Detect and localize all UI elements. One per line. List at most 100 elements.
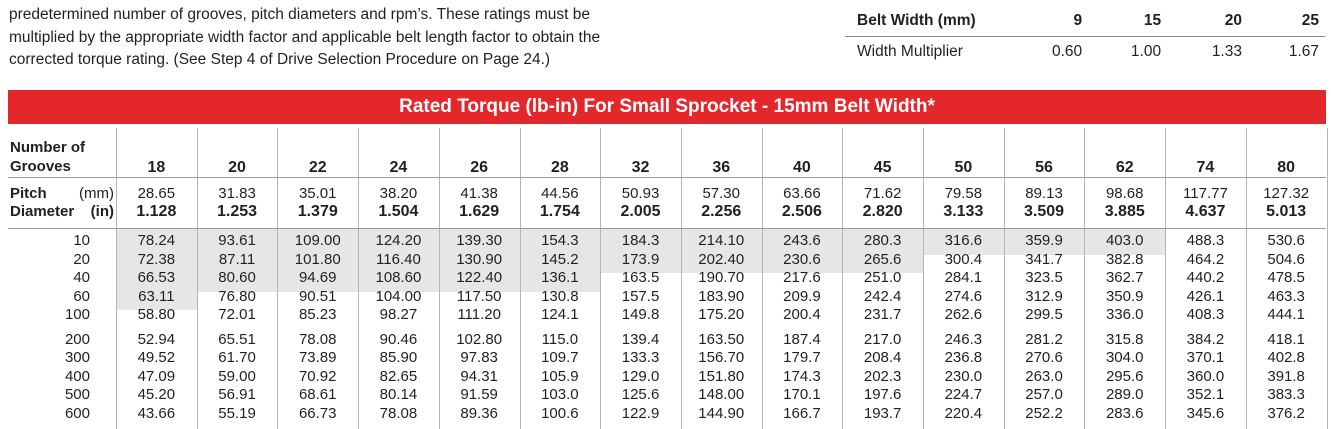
groove-count: 36 — [712, 159, 731, 176]
torque-value: 382.8 — [1105, 250, 1144, 268]
torque-value: 45.20 — [137, 386, 176, 403]
torque-value: 66.53 — [137, 269, 176, 286]
torque-value: 151.80 — [698, 367, 745, 385]
torque-value: 116.40 — [376, 250, 421, 268]
groove-count: 20 — [228, 159, 246, 176]
torque-value: 72.38 — [137, 250, 176, 268]
torque-value: 209.9 — [783, 287, 821, 305]
groove-count: 18 — [147, 159, 166, 176]
groove-count: 40 — [793, 159, 811, 176]
torque-value: 252.2 — [1025, 404, 1063, 422]
torque-value: 257.0 — [1025, 386, 1063, 403]
torque-value: 208.4 — [863, 349, 902, 366]
torque-value: 148.00 — [698, 386, 745, 403]
groove-count: 45 — [873, 159, 892, 176]
torque-value: 80.14 — [379, 386, 418, 403]
table-title-banner: Rated Torque (lb-in) For Small Sprocket … — [8, 90, 1326, 124]
groove-count: 28 — [550, 159, 569, 176]
pitch-diameter-mm: 50.93 — [621, 185, 660, 202]
pitch-diameter-in: 4.637 — [1185, 203, 1226, 220]
pitch-label: Pitch — [10, 185, 47, 202]
torque-value: 66.73 — [298, 404, 337, 422]
torque-value: 300.4 — [944, 250, 983, 268]
torque-value: 444.1 — [1267, 306, 1305, 323]
pitch-diameter-in: 1.379 — [297, 203, 338, 220]
torque-value: 90.46 — [379, 330, 418, 348]
shaded-block — [277, 228, 360, 292]
torque-value: 304.0 — [1105, 349, 1144, 366]
torque-value: 78.08 — [298, 330, 337, 348]
pitch-diameter-header: Pitch (mm) Diameter (in) — [10, 185, 114, 221]
pitch-diameter-mm: 89.13 — [1025, 185, 1063, 202]
pitch-diameter-in: 3.885 — [1104, 203, 1145, 220]
shaded-block — [680, 228, 763, 273]
pitch-diameter-mm: 35.01 — [298, 185, 337, 202]
width-value: 15 — [1082, 6, 1162, 37]
torque-value: 200.4 — [783, 306, 821, 323]
pitch-diameter-in: 1.754 — [539, 203, 580, 220]
torque-value: 111.20 — [457, 306, 501, 323]
torque-value: 139.30 — [456, 232, 503, 249]
groove-count: 24 — [389, 159, 408, 176]
column-divider — [519, 128, 521, 429]
torque-value: 270.6 — [1025, 349, 1063, 366]
torque-value: 173.9 — [621, 250, 660, 268]
torque-value: 391.8 — [1267, 367, 1305, 385]
shaded-block — [519, 228, 602, 292]
column-divider — [842, 128, 844, 429]
torque-value: 316.6 — [944, 232, 983, 249]
torque-value: 98.27 — [379, 306, 418, 323]
torque-value: 78.08 — [379, 404, 418, 422]
torque-value: 156.70 — [698, 349, 745, 366]
grooves-header-line: Number of — [10, 139, 85, 156]
torque-value: 190.70 — [698, 269, 745, 286]
pitch-diameter-in: 2.005 — [620, 203, 661, 220]
width-header-row: Belt Width (mm) 9 15 20 25 — [845, 6, 1325, 37]
torque-value: 78.24 — [137, 232, 176, 249]
torque-value: 76.80 — [218, 287, 256, 305]
torque-value: 193.7 — [863, 404, 902, 422]
torque-value: 183.90 — [698, 287, 745, 305]
width-value: 9 — [1034, 6, 1083, 37]
torque-value: 174.3 — [783, 367, 821, 385]
torque-value: 139.4 — [621, 330, 660, 348]
torque-value: 504.6 — [1267, 250, 1305, 268]
pitch-diameter-in: 3.509 — [1024, 203, 1065, 220]
groove-count: 56 — [1035, 159, 1053, 176]
torque-value: 61.70 — [218, 349, 256, 366]
torque-value: 202.40 — [698, 250, 745, 268]
pitch-diameter-in: 1.504 — [378, 203, 419, 220]
torque-value: 129.0 — [621, 367, 660, 385]
torque-value: 163.50 — [698, 330, 745, 348]
shaded-block — [358, 228, 440, 292]
groove-count: 74 — [1196, 159, 1215, 176]
torque-value: 125.6 — [621, 386, 660, 403]
torque-value: 97.83 — [460, 349, 498, 366]
rpm-label: 300 — [64, 349, 90, 366]
torque-value: 362.7 — [1105, 269, 1144, 286]
width-multiplier-row: Width Multiplier 0.60 1.00 1.33 1.67 — [845, 37, 1325, 68]
torque-value: 82.65 — [379, 367, 418, 385]
pitch-diameter-mm: 71.62 — [863, 185, 902, 202]
torque-value: 58.80 — [137, 306, 176, 323]
torque-value: 52.94 — [137, 330, 176, 348]
pitch-diameter-mm: 44.56 — [541, 185, 579, 202]
rpm-label: 100 — [64, 306, 90, 323]
torque-value: 350.9 — [1105, 287, 1144, 305]
rpm-label: 600 — [64, 404, 90, 422]
diameter-label: Diameter — [10, 203, 75, 220]
column-divider — [1165, 128, 1167, 429]
torque-value: 65.51 — [218, 330, 256, 348]
torque-value: 370.1 — [1186, 349, 1225, 366]
torque-value: 440.2 — [1186, 269, 1225, 286]
torque-value: 352.1 — [1186, 386, 1225, 403]
torque-value: 236.8 — [944, 349, 983, 366]
groove-count: 22 — [308, 159, 327, 176]
torque-value: 175.20 — [698, 306, 745, 323]
rpm-label: 20 — [73, 250, 90, 268]
torque-value: 80.60 — [218, 269, 256, 286]
pitch-diameter-mm: 31.83 — [218, 185, 256, 202]
torque-value: 478.5 — [1267, 269, 1305, 286]
torque-value: 281.2 — [1025, 330, 1063, 348]
torque-value: 530.6 — [1267, 232, 1305, 249]
